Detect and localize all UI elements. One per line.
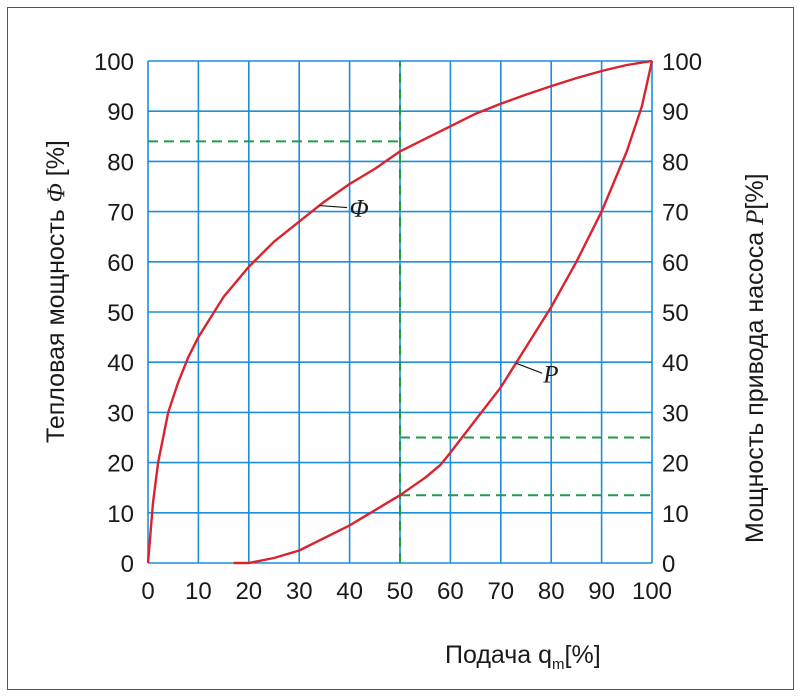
- p-leader-line: [515, 362, 543, 374]
- series-label-p: P: [515, 361, 558, 388]
- y-tick-label-left-40: 40: [107, 350, 134, 377]
- x-tick-label-20: 20: [235, 578, 262, 605]
- series-line-phi: [146, 59, 653, 564]
- y-tick-label-right-40: 40: [662, 350, 689, 377]
- x-tick-label-0: 0: [141, 578, 154, 605]
- y-tick-label-left-100: 100: [94, 49, 134, 76]
- x-tick-label-10: 10: [185, 578, 212, 605]
- y-tick-label-left-10: 10: [107, 501, 134, 528]
- y-tick-label-left-50: 50: [107, 300, 134, 327]
- y-tick-label-right-100: 100: [662, 49, 702, 76]
- y-tick-label-left-20: 20: [107, 451, 134, 478]
- y-tick-label-right-60: 60: [662, 250, 689, 277]
- y-tick-label-right-20: 20: [662, 451, 689, 478]
- y-tick-label-left-80: 80: [107, 149, 134, 176]
- y-tick-label-left-60: 60: [107, 250, 134, 277]
- x-tick-label-30: 30: [286, 578, 313, 605]
- grid: [147, 60, 653, 564]
- x-tick-label-70: 70: [487, 578, 514, 605]
- y-tick-label-left-90: 90: [107, 99, 134, 126]
- x-tick-label-60: 60: [437, 578, 464, 605]
- series-line-p: [233, 60, 654, 565]
- x-tick-label-40: 40: [336, 578, 363, 605]
- y-tick-label-right-0: 0: [662, 551, 675, 578]
- chart-frame: [7, 7, 794, 690]
- y-tick-label-left-0: 0: [121, 551, 134, 578]
- p-series-label: P: [542, 361, 558, 388]
- series-label-phi: Φ: [319, 196, 369, 223]
- y-tick-label-right-10: 10: [662, 501, 689, 528]
- x-tick-label-100: 100: [632, 578, 672, 605]
- series-curves: [146, 59, 654, 565]
- phi-series-label: Φ: [350, 196, 369, 223]
- reference-lines: [148, 61, 652, 563]
- y-tick-label-right-50: 50: [662, 300, 689, 327]
- y-axis-label-right: Мощность привода насоса P[%]: [741, 173, 769, 543]
- y-axis-label-left: Тепловая мощность Φ [%]: [42, 140, 70, 443]
- y-tick-label-left-70: 70: [107, 200, 134, 227]
- y-tick-label-right-80: 80: [662, 149, 689, 176]
- phi-leader-line: [319, 204, 348, 209]
- y-tick-label-right-30: 30: [662, 400, 689, 427]
- y-tick-label-right-70: 70: [662, 200, 689, 227]
- y-tick-label-left-30: 30: [107, 400, 134, 427]
- x-axis-label: Подача qm[%]: [445, 641, 601, 673]
- y-tick-label-right-90: 90: [662, 99, 689, 126]
- x-tick-label-90: 90: [588, 578, 615, 605]
- x-tick-label-80: 80: [538, 578, 565, 605]
- x-tick-label-50: 50: [387, 578, 414, 605]
